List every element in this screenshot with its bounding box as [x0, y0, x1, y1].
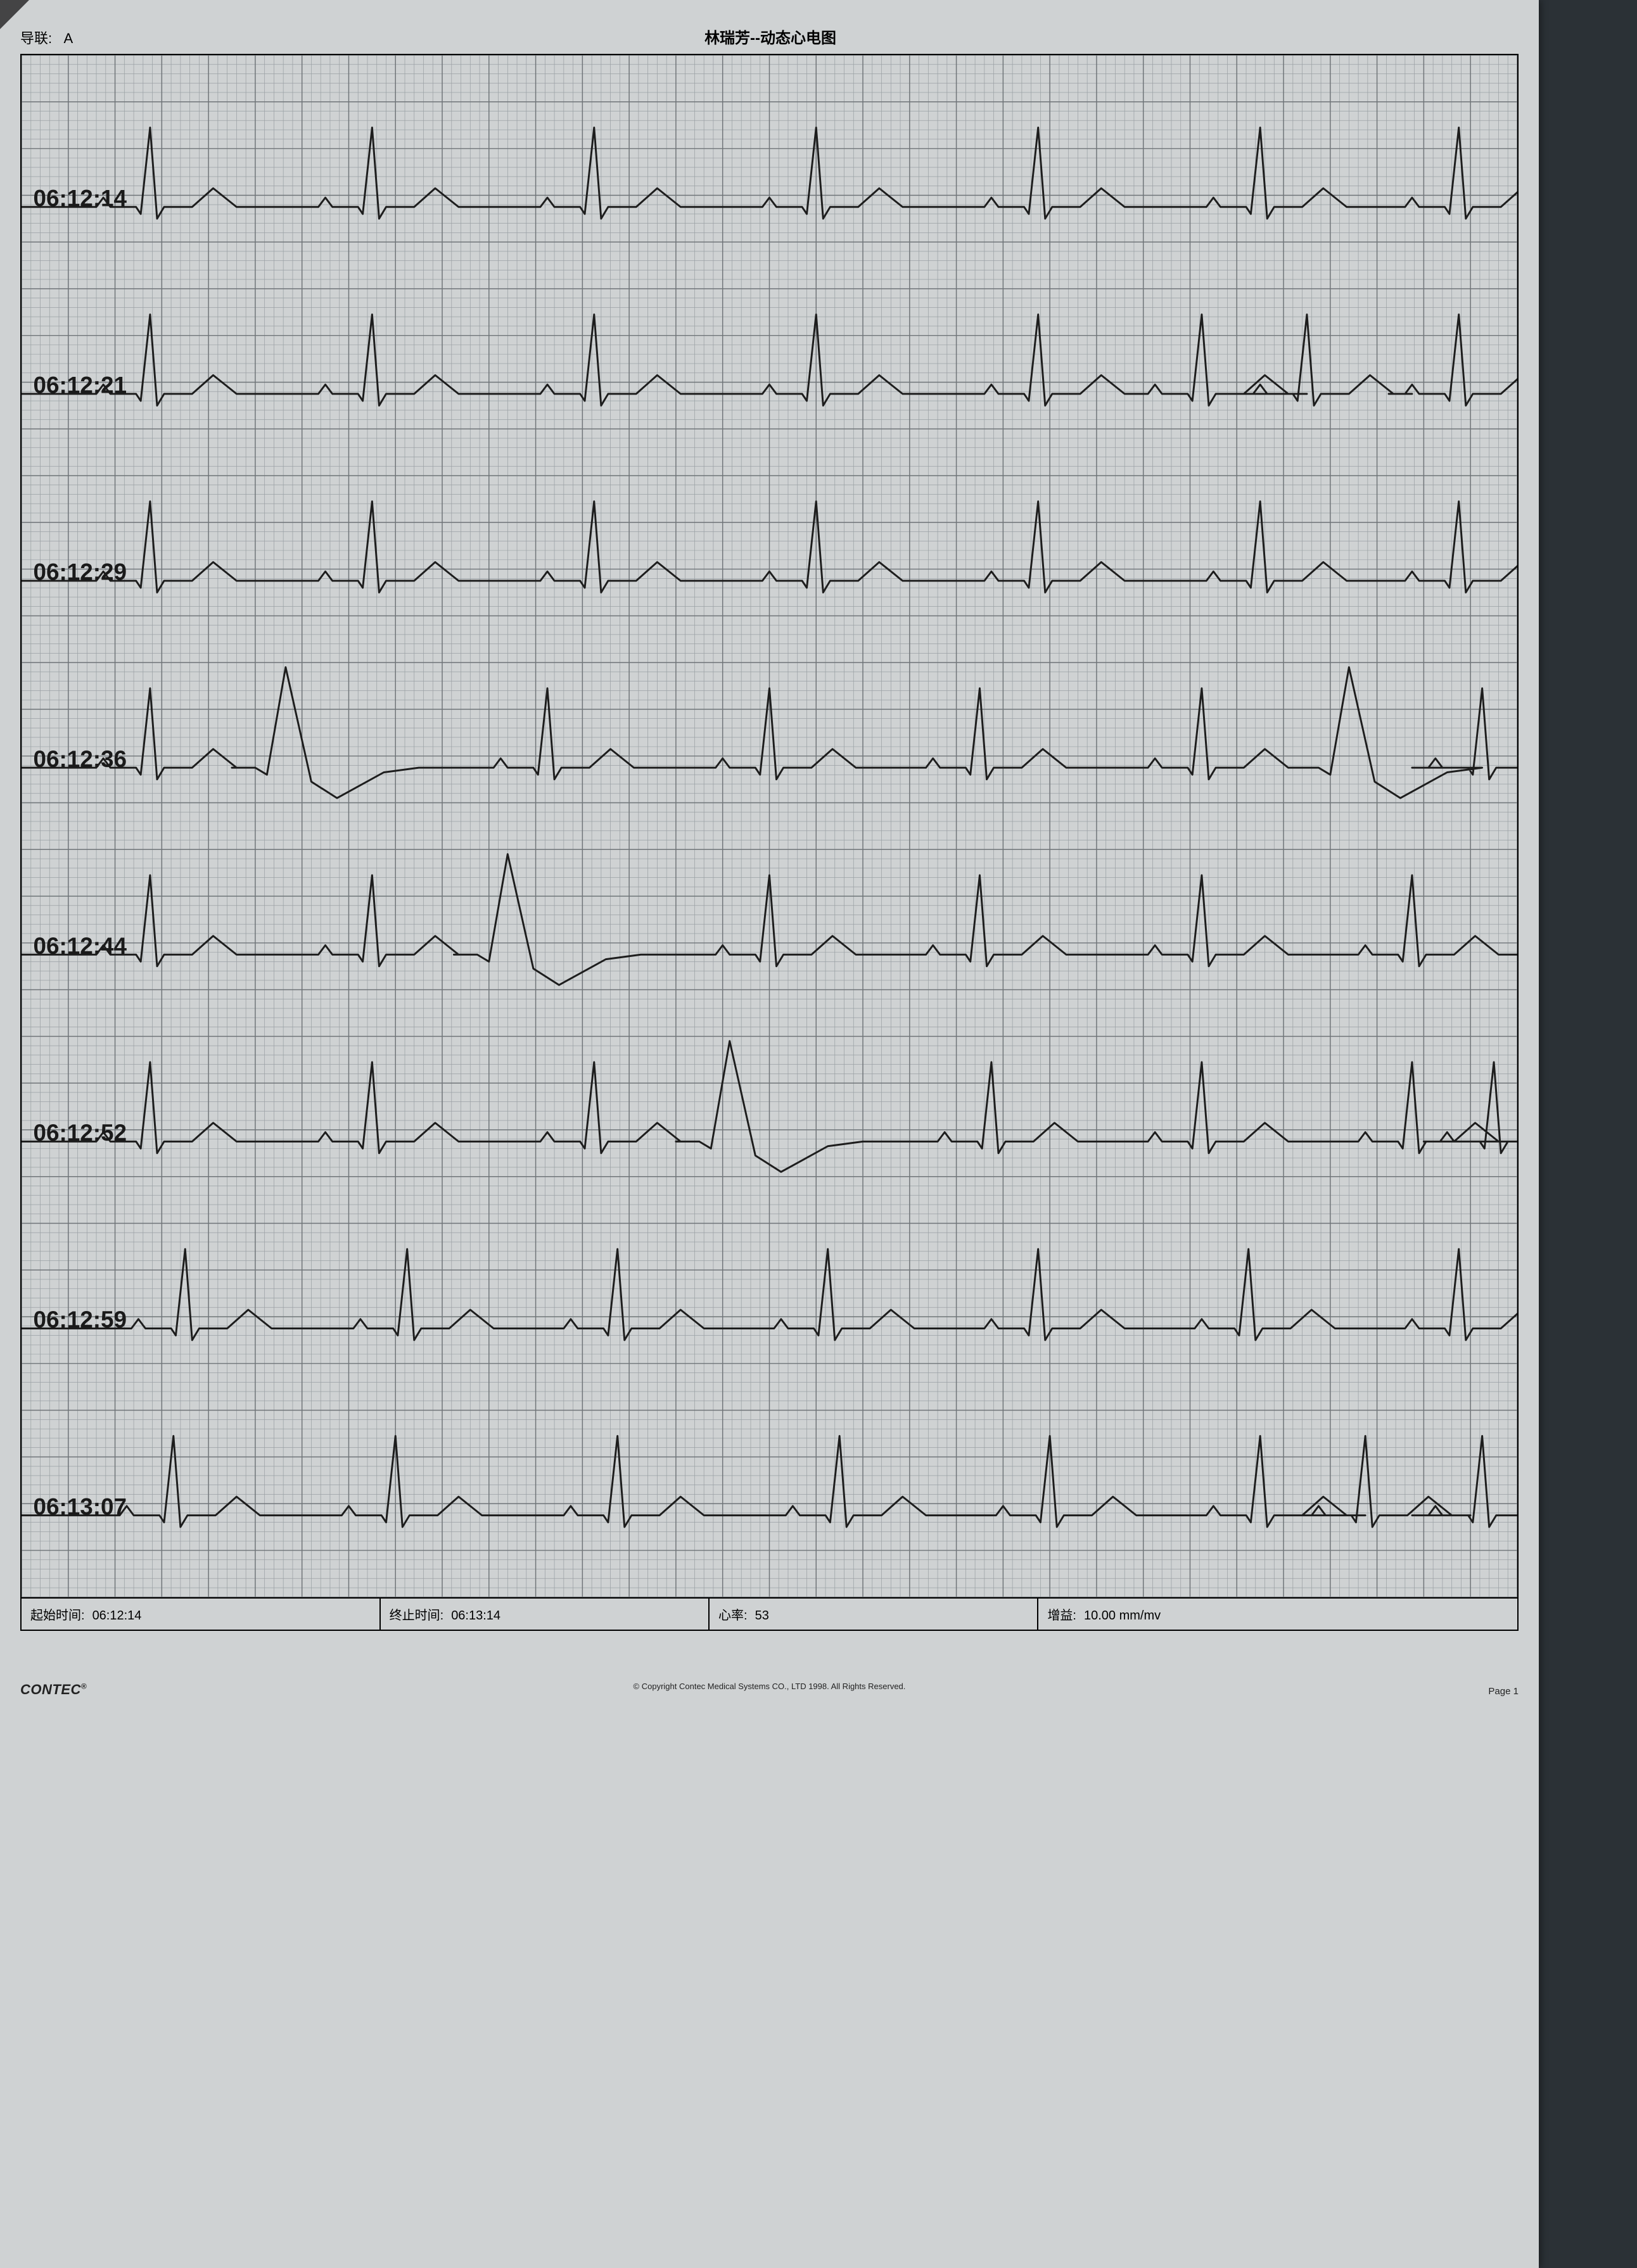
hr-label: 心率:	[718, 1605, 748, 1623]
ecg-grid	[22, 55, 1517, 1597]
header-row: 导联: A 林瑞芳--动态心电图	[20, 25, 1519, 48]
strip-time-label: 06:13:07	[33, 1493, 127, 1519]
strip-time-label: 06:12:44	[33, 933, 127, 959]
gain-label: 增益:	[1047, 1605, 1076, 1623]
strip-time-label: 06:12:29	[33, 559, 127, 585]
end-time-label: 终止时间:	[390, 1605, 444, 1623]
gain-value: 10.00 mm/mv	[1084, 1609, 1161, 1623]
start-time-value: 06:12:14	[92, 1609, 142, 1623]
info-end-time: 终止时间: 06:13:14	[381, 1599, 710, 1630]
brand-r: ®	[81, 1682, 87, 1690]
ecg-chart: 06:12:14 06:12:21 06:12:29 06:12:36 06:12:44…	[22, 55, 1517, 1597]
strip-time-label: 06:12:36	[33, 746, 127, 772]
brand-logo: CONTEC®	[20, 1682, 87, 1698]
start-time-label: 起始时间:	[30, 1605, 85, 1623]
scanner-dark-margin	[1539, 0, 1637, 2268]
page-title: 林瑞芳--动态心电图	[22, 25, 1519, 48]
footer-row: CONTEC® © Copyright Contec Medical Syste…	[20, 1682, 1519, 1698]
end-time-value: 06:13:14	[451, 1609, 500, 1623]
page-dogear	[0, 0, 29, 29]
strip-time-label: 06:12:14	[33, 185, 127, 211]
scanner-background: 导联: A 林瑞芳--动态心电图 06:12:14 06:12:21 06:12:2…	[0, 0, 1637, 2268]
info-bar: 起始时间: 06:12:14 终止时间: 06:13:14 心率: 53 增益:…	[20, 1599, 1519, 1631]
brand-text: CONTEC	[20, 1682, 81, 1697]
info-heart-rate: 心率: 53	[710, 1599, 1038, 1630]
info-gain: 增益: 10.00 mm/mv	[1038, 1599, 1517, 1630]
hr-value: 53	[755, 1609, 769, 1623]
ecg-frame: 06:12:14 06:12:21 06:12:29 06:12:36 06:12:44…	[20, 54, 1519, 1599]
strip-time-label: 06:12:52	[33, 1120, 127, 1146]
strip-time-label: 06:12:59	[33, 1307, 127, 1333]
page-number: Page 1	[1488, 1686, 1519, 1697]
info-start-time: 起始时间: 06:12:14	[22, 1599, 381, 1630]
strip-time-label: 06:12:21	[33, 372, 127, 398]
report-paper: 导联: A 林瑞芳--动态心电图 06:12:14 06:12:21 06:12:2…	[0, 0, 1539, 2268]
copyright-text: © Copyright Contec Medical Systems CO., …	[634, 1682, 906, 1691]
